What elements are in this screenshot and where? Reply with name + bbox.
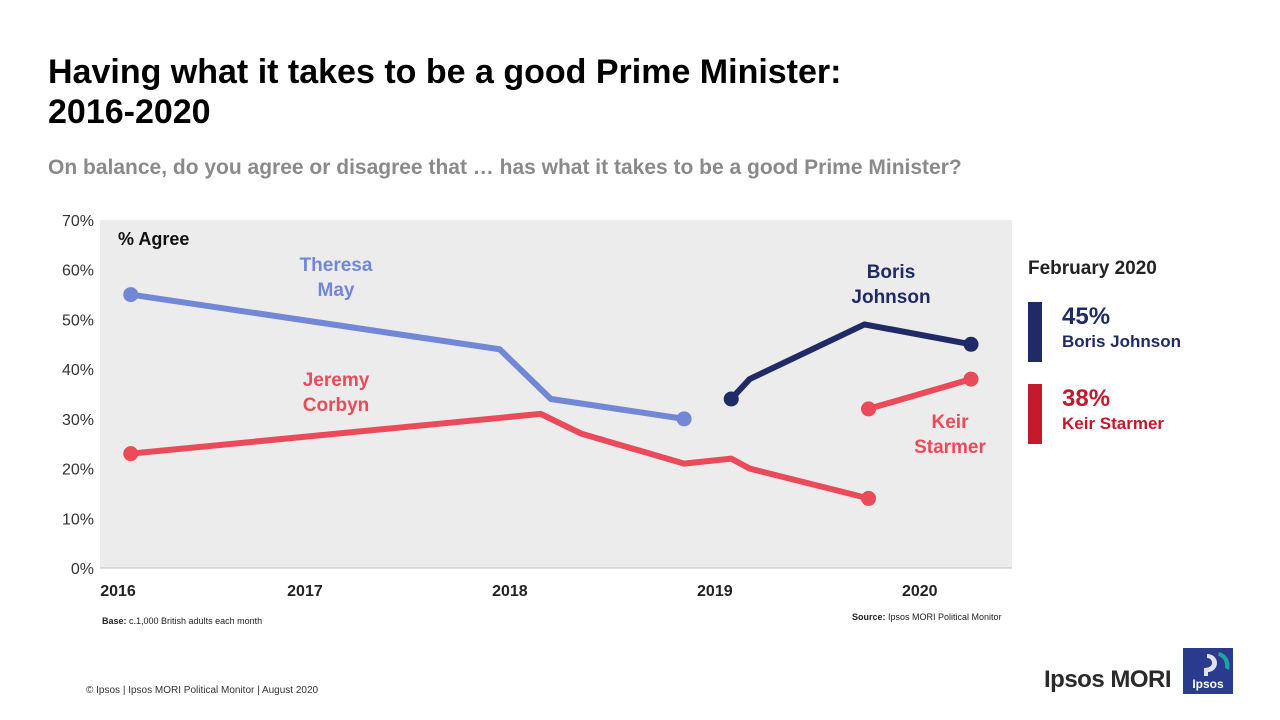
y-tick-label: 60% (62, 263, 94, 280)
latest-name-boris-johnson: Boris Johnson (1062, 332, 1182, 351)
base-text: c.1,000 British adults each month (129, 616, 263, 626)
series-point-keir-starmer (861, 401, 877, 417)
series-line-theresa-may (127, 291, 688, 422)
latest-pct-boris-johnson: 45% (1062, 303, 1111, 330)
latest-pct-keir-starmer: 38% (1062, 385, 1111, 412)
x-axis: 2016 2017 2018 2019 2020 (100, 583, 937, 600)
copyright-note: © Ipsos | Ipsos MORI Political Monitor |… (86, 685, 319, 696)
latest-item-keir-starmer: 38% Keir Starmer (1028, 384, 1164, 444)
series-label-theresa-may: Theresa May (300, 255, 373, 301)
y-tick-label: 70% (62, 213, 94, 230)
latest-item-boris-johnson: 45% Boris Johnson (1028, 302, 1181, 362)
x-tick-label: 2019 (697, 583, 733, 600)
brand-name: Ipsos MORI (1044, 666, 1172, 693)
chart-title: Having what it takes to be a good Prime … (48, 52, 841, 132)
x-tick-label: 2020 (902, 583, 938, 600)
plot-background (100, 220, 1012, 568)
series-line-boris-johnson (728, 321, 975, 402)
latest-header: February 2020 (1028, 258, 1157, 279)
series-point-boris-johnson (723, 391, 739, 407)
base-note: Base: c.1,000 British adults each month (102, 616, 262, 626)
series-line-jeremy-corbyn (127, 410, 872, 502)
series-point-keir-starmer (963, 371, 979, 387)
y-tick-label: 40% (62, 362, 94, 379)
x-tick-label: 2018 (492, 583, 528, 600)
x-tick-label: 2017 (287, 583, 323, 600)
ipsos-logo-icon: Ipsos (1183, 648, 1233, 694)
y-tick-label: 10% (62, 511, 94, 528)
source-label: Source: (852, 612, 886, 622)
y-tick-label: 50% (62, 312, 94, 329)
chart-subtitle: On balance, do you agree or disagree tha… (48, 156, 962, 179)
series-label-jeremy-corbyn: Jeremy Corbyn (303, 370, 370, 416)
y-tick-label: 0% (71, 561, 94, 578)
source-text: Ipsos MORI Political Monitor (888, 612, 1002, 622)
series-label-boris-johnson: Boris Johnson (851, 262, 930, 308)
title-line-1: Having what it takes to be a good Prime … (48, 53, 842, 91)
base-label: Base: (102, 616, 127, 626)
y-tick-label: 30% (62, 412, 94, 429)
y-tick-label: 20% (62, 462, 94, 479)
title-line-2: 2016-2020 (48, 93, 211, 131)
series-layer (123, 287, 979, 506)
latest-name-keir-starmer: Keir Starmer (1062, 414, 1165, 433)
series-line-keir-starmer (865, 376, 975, 412)
x-tick-label: 2016 (100, 583, 136, 600)
logo-text: Ipsos (1192, 677, 1224, 691)
series-point-theresa-may (676, 411, 692, 427)
series-point-boris-johnson (963, 336, 979, 352)
y-axis-label: % Agree (118, 229, 189, 249)
y-axis: 0% 10% 20% 30% 40% 50% 60% 70% (62, 213, 94, 578)
series-label-keir-starmer: Keir Starmer (914, 412, 986, 458)
series-labels: Theresa May Jeremy Corbyn Boris Johnson Keir St… (300, 255, 987, 458)
series-point-theresa-may (123, 287, 139, 303)
series-point-jeremy-corbyn (861, 490, 877, 506)
series-point-jeremy-corbyn (123, 446, 139, 462)
source-note: Source: Ipsos MORI Political Monitor (852, 612, 1002, 622)
